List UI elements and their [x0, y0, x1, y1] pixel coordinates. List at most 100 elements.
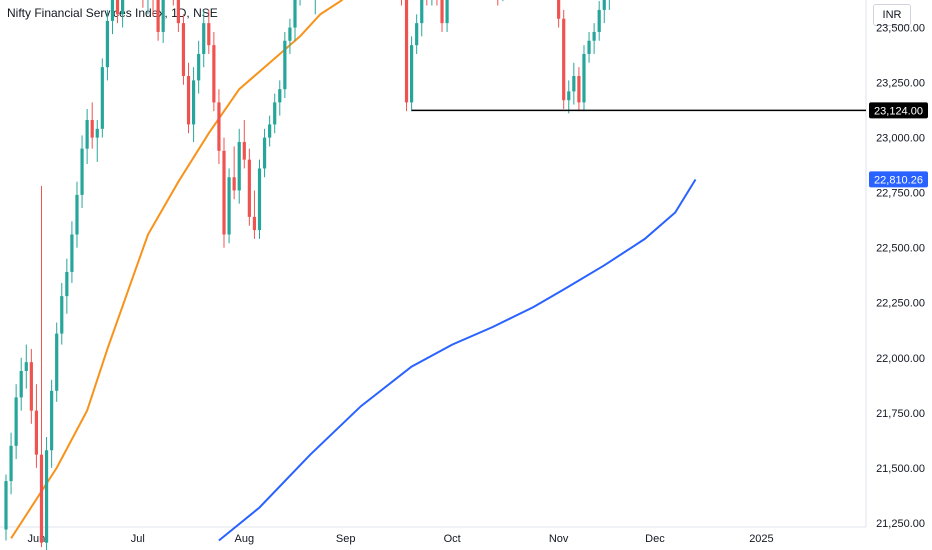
candle — [410, 36, 414, 112]
candle — [314, 0, 316, 15]
y-tick-label: 23,250.00 — [876, 78, 925, 90]
y-tick-label: 22,250.00 — [876, 298, 925, 310]
ma200-line — [218, 178, 697, 542]
candle — [257, 159, 262, 239]
candle — [202, 9, 206, 68]
level-price-tag: 23,124.00 — [869, 102, 928, 119]
y-tick-label: 21,750.00 — [876, 408, 925, 420]
y-tick-label: 23,500.00 — [876, 23, 925, 35]
candle — [207, 9, 211, 54]
candle — [436, 0, 438, 6]
y-tick-label: 22,500.00 — [876, 243, 925, 255]
candle — [283, 31, 287, 98]
candle-body — [237, 142, 241, 191]
ma50-line — [10, 0, 344, 539]
x-tick-label: Nov — [549, 533, 569, 545]
candle — [4, 474, 8, 541]
candle-body — [577, 75, 581, 103]
candle — [288, 18, 292, 54]
horizontal-levels[interactable] — [411, 0, 866, 112]
candle-body — [197, 53, 201, 81]
candle — [592, 23, 596, 54]
candle — [44, 437, 49, 550]
candle-body — [65, 271, 69, 297]
ma200-path — [218, 178, 697, 542]
candle — [445, 0, 449, 32]
candle — [161, 0, 165, 43]
candle — [497, 0, 499, 6]
candle — [273, 93, 277, 134]
candle-body — [161, 0, 165, 32]
candle-body — [293, 0, 297, 28]
candle-body — [288, 27, 292, 41]
candle-body — [283, 40, 287, 90]
candle-body — [212, 45, 216, 103]
candles — [4, 0, 610, 550]
candle-body — [420, 0, 424, 24]
candle — [252, 190, 257, 239]
x-tick-label: Aug — [235, 533, 255, 545]
candle-body — [80, 148, 84, 195]
candle-body — [90, 120, 94, 138]
candle — [9, 432, 13, 495]
candle — [105, 9, 109, 81]
candle — [121, 0, 125, 28]
candle — [70, 221, 74, 283]
candle-body — [597, 9, 601, 32]
candle — [400, 0, 402, 6]
x-tick-label: 2025 — [749, 533, 773, 545]
level-price-tag-bg — [869, 102, 928, 119]
candle-body — [262, 137, 267, 169]
currency-selector[interactable]: INR — [873, 4, 911, 26]
y-tick-label: 23,000.00 — [876, 133, 925, 145]
candle — [415, 14, 419, 54]
ma200-price-tag: 22,810.26 — [869, 171, 928, 188]
level-price-tag-text: 23,124.00 — [874, 105, 923, 117]
candle — [186, 62, 191, 134]
candle — [80, 135, 84, 209]
candle — [299, 0, 301, 6]
candle-body — [55, 333, 59, 391]
candle — [39, 186, 44, 548]
candle — [152, 0, 154, 17]
candle-body — [247, 159, 251, 217]
time-axis[interactable]: Jun Jul Aug Sep Oct Nov Dec 2025 — [28, 533, 774, 545]
candle-body — [227, 177, 231, 235]
candle-body — [587, 40, 591, 54]
x-tick-label: Sep — [336, 533, 356, 545]
candle — [608, 0, 610, 10]
price-axis[interactable]: 21,250.00 21,500.00 21,750.00 22,000.00 22,2… — [876, 0, 925, 530]
candle — [75, 181, 79, 248]
candle-body — [70, 234, 74, 272]
candle-body — [257, 168, 262, 231]
candle-body — [115, 0, 120, 15]
candle-body — [24, 362, 28, 371]
candle — [65, 258, 69, 314]
candle-body — [252, 216, 257, 231]
candle — [156, 0, 160, 41]
candle-body — [34, 410, 39, 455]
candle — [50, 379, 54, 468]
candle — [147, 0, 149, 15]
candle-body — [592, 31, 596, 41]
candle — [242, 120, 246, 169]
candle — [100, 58, 104, 138]
candle — [293, 0, 297, 41]
candle-body — [567, 91, 571, 101]
candle-body — [232, 177, 236, 191]
candle-body — [100, 67, 104, 129]
candle-body — [582, 53, 586, 103]
candle-body — [156, 0, 160, 32]
candle-body — [121, 0, 125, 15]
candle-body — [202, 23, 206, 54]
candle — [115, 0, 120, 24]
candle — [172, 0, 174, 6]
candle-body — [44, 450, 49, 543]
candle — [60, 282, 64, 345]
candle-body — [572, 75, 576, 92]
candle — [420, 0, 424, 37]
candle — [85, 108, 89, 165]
candle-body — [186, 75, 191, 125]
y-tick-label: 22,750.00 — [876, 188, 925, 200]
